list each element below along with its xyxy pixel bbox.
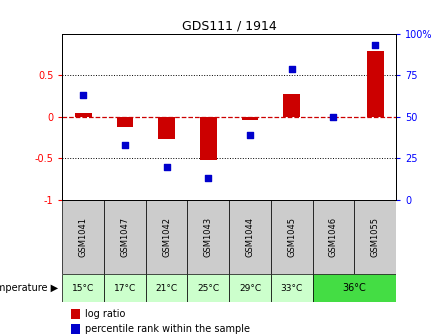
Bar — [187, 274, 229, 302]
Text: 17°C: 17°C — [114, 284, 136, 293]
Bar — [62, 274, 104, 302]
Bar — [271, 274, 313, 302]
Bar — [242, 117, 259, 120]
Text: GSM1044: GSM1044 — [246, 217, 255, 257]
Bar — [200, 117, 217, 160]
Text: percentile rank within the sample: percentile rank within the sample — [85, 324, 250, 334]
Text: GSM1041: GSM1041 — [79, 217, 88, 257]
Text: GSM1046: GSM1046 — [329, 217, 338, 257]
Text: GSM1043: GSM1043 — [204, 217, 213, 257]
Bar — [271, 200, 313, 274]
Point — [163, 164, 170, 169]
Point — [288, 66, 295, 71]
Bar — [117, 117, 133, 127]
Bar — [367, 51, 384, 117]
Point — [372, 43, 379, 48]
Bar — [187, 200, 229, 274]
Bar — [146, 274, 187, 302]
Text: 33°C: 33°C — [281, 284, 303, 293]
Bar — [104, 274, 146, 302]
Point — [80, 92, 87, 98]
Text: 25°C: 25°C — [197, 284, 219, 293]
Bar — [75, 113, 92, 117]
Text: 29°C: 29°C — [239, 284, 261, 293]
Bar — [283, 94, 300, 117]
Text: log ratio: log ratio — [85, 309, 125, 319]
Text: 36°C: 36°C — [343, 283, 366, 293]
Bar — [354, 200, 396, 274]
Title: GDS111 / 1914: GDS111 / 1914 — [182, 19, 276, 33]
Bar — [229, 200, 271, 274]
Text: GSM1042: GSM1042 — [162, 217, 171, 257]
Point — [121, 142, 129, 148]
Text: GSM1045: GSM1045 — [287, 217, 296, 257]
Bar — [104, 200, 146, 274]
Text: GSM1047: GSM1047 — [121, 217, 129, 257]
Text: temperature ▶: temperature ▶ — [0, 283, 58, 293]
Bar — [62, 200, 104, 274]
Point — [247, 132, 254, 138]
Text: 15°C: 15°C — [72, 284, 94, 293]
Bar — [313, 200, 354, 274]
Bar — [229, 274, 271, 302]
Point — [205, 176, 212, 181]
Text: 21°C: 21°C — [156, 284, 178, 293]
Bar — [158, 117, 175, 139]
Bar — [146, 200, 187, 274]
Point — [330, 114, 337, 120]
Text: GSM1055: GSM1055 — [371, 217, 380, 257]
Bar — [313, 274, 396, 302]
